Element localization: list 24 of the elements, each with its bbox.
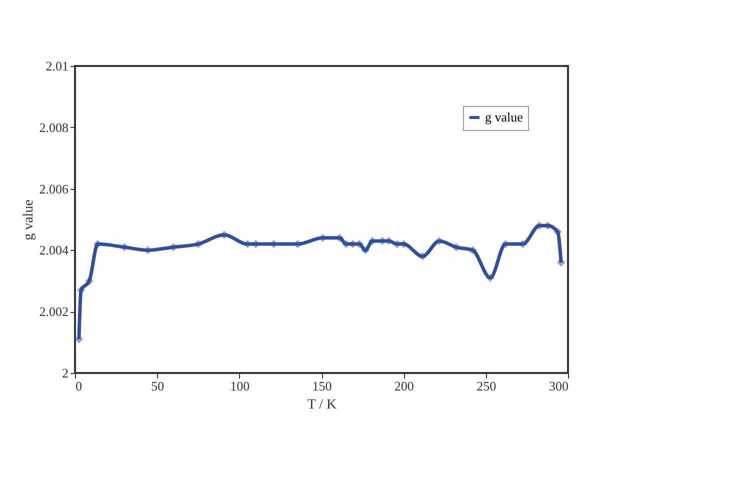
point [452,242,460,252]
x-tick-label: 50 [151,378,164,394]
y-tick-label: 2.006 [39,181,69,196]
point [361,246,370,254]
x-tick-label: 300 [549,378,568,394]
y-tick-label: 2 [62,366,68,380]
x-tick-label: 150 [312,378,332,394]
y-tick-label: 2.002 [39,304,68,320]
legend-label: g value [485,110,524,124]
x-axis-title: T / K [307,398,337,412]
x-tick-label: 100 [230,378,250,394]
y-tick-label: 2.004 [39,242,69,258]
y-tick-label: 2.008 [39,120,68,135]
point [418,252,427,261]
point [486,274,494,282]
point [85,276,94,286]
point [553,228,562,236]
y-tick-label: 2.01 [46,58,68,74]
point [194,240,202,248]
x-tick-label: 0 [76,378,82,394]
x-tick-label: 200 [394,378,414,394]
y-axis-title: g value [21,200,36,240]
point [468,246,477,254]
x-tick-label: 250 [476,378,496,394]
